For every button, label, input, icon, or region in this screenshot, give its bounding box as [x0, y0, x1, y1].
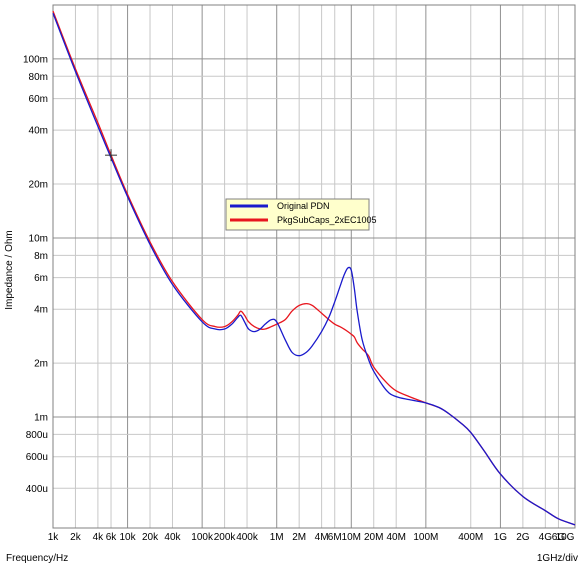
x-tick-label: 20k [142, 532, 159, 543]
x-tick-label: 1G [494, 532, 508, 543]
y-tick-label: 40m [29, 126, 48, 137]
y-tick-label: 20m [29, 180, 48, 191]
x-tick-label: 2k [70, 532, 82, 543]
x-tick-label: 40k [164, 532, 181, 543]
y-tick-label: 80m [29, 72, 48, 83]
y-tick-label: 600u [26, 452, 48, 463]
y-tick-label: 60m [29, 94, 48, 105]
y-tick-label: 100m [23, 54, 48, 65]
legend-box [225, 198, 370, 231]
legend-label-original-pdn: Original PDN [277, 201, 330, 211]
x-tick-label: 1M [270, 532, 284, 543]
y-tick-label: 10m [29, 233, 48, 244]
x-tick-label: 10k [120, 532, 137, 543]
x-tick-label: 400M [458, 532, 483, 543]
x-axis-title: Frequency/Hz [6, 553, 68, 564]
x-tick-label: 6G [552, 532, 566, 543]
x-tick-labels: 1k 2k 4k 6k 10k 20k 40k 100k 200k 400k 1M 2M 4M 6M 10M… [48, 532, 575, 543]
y-tick-label: 6m [34, 273, 48, 284]
x-tick-label: 4G [539, 532, 553, 543]
x-tick-label: 2G [516, 532, 530, 543]
x-tick-label: 10G [556, 532, 575, 543]
y-tick-label: 400u [26, 484, 48, 495]
marker-layer [105, 149, 118, 162]
x-tick-label: 100k [191, 532, 214, 543]
legend-label-pkgsubcaps: PkgSubCaps_2xEC1005 [277, 215, 377, 225]
x-tick-label: 20M [364, 532, 383, 543]
grid [52, 5, 576, 528]
x-tick-label: 200k [214, 532, 237, 543]
y-tick-label: 2m [34, 359, 48, 370]
y-tick-label: 800u [26, 430, 48, 441]
x-tick-label: 4M [315, 532, 329, 543]
x-tick-label: 6M [328, 532, 342, 543]
x-tick-label: 100M [413, 532, 438, 543]
x-tick-label: 10M [342, 532, 361, 543]
x-tick-label: 400k [236, 532, 259, 543]
series-layer [52, 10, 576, 526]
y-tick-label: 8m [34, 251, 48, 262]
x-tick-label: 2M [292, 532, 306, 543]
y-axis-title: Impedance / Ohm [4, 230, 15, 309]
x-tick-label: 40M [386, 532, 405, 543]
legend[interactable]: Original PDN PkgSubCaps_2xEC1005 [225, 198, 377, 231]
plot-frame [52, 4, 576, 529]
y-tick-label: 1m [34, 413, 48, 424]
x-scale-note: 1GHz/div [537, 553, 578, 564]
x-tick-label: 6k [106, 532, 118, 543]
x-tick-label: 1k [48, 532, 60, 543]
y-tick-label: 4m [34, 305, 48, 316]
series-line-original-pdn [52, 12, 576, 526]
y-tick-labels: 100m 80m 60m 40m 20m 10m 8m 6m 4m 2m 1m 800u 600u 400… [23, 54, 48, 494]
x-tick-label: 4k [93, 532, 105, 543]
